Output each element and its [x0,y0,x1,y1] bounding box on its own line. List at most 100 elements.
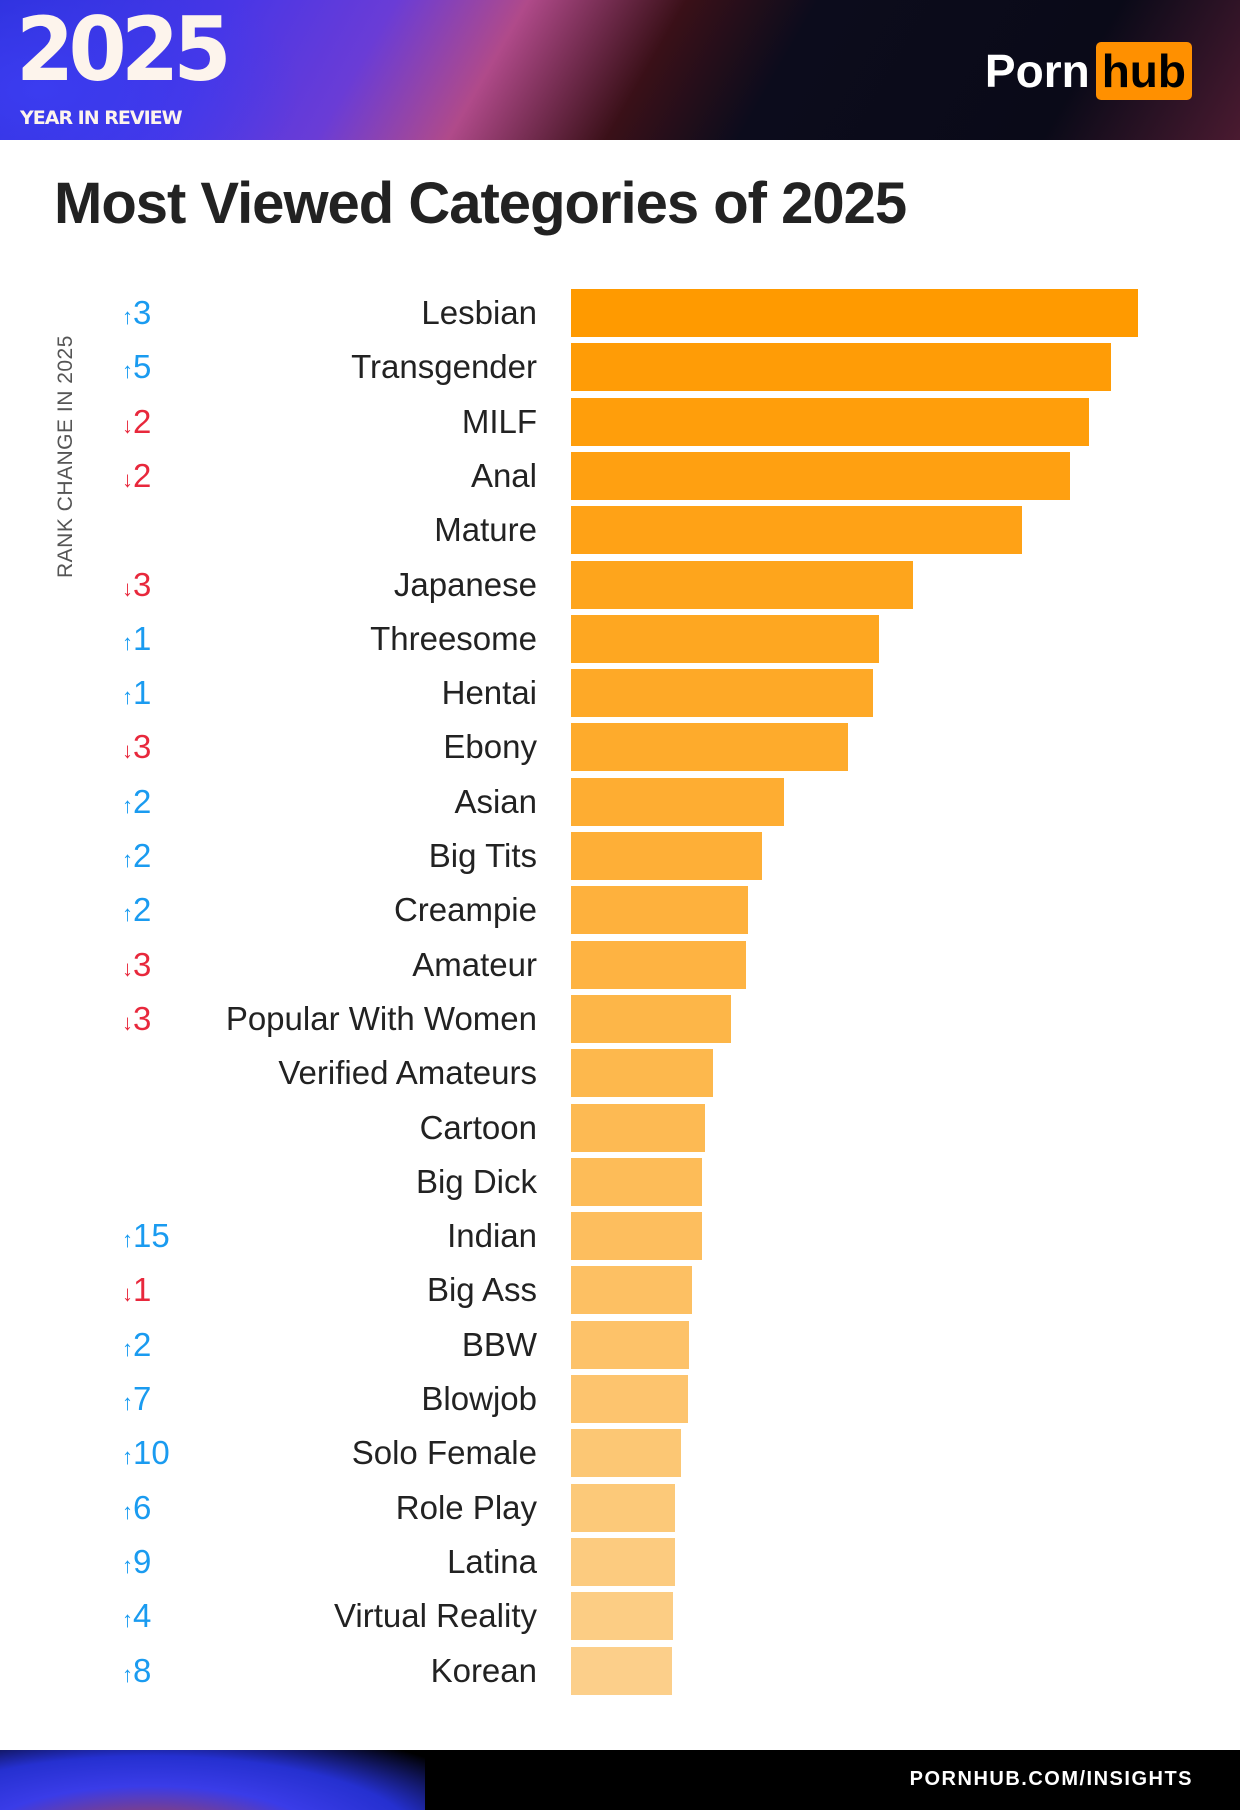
rank-change-value: 2 [133,456,152,494]
rank-change-value: 1 [133,1271,152,1309]
bar-row: Cartoon [0,1101,1240,1155]
bar-row: ↑5 Transgender [0,340,1240,394]
arrow-up-icon: ↑ [122,847,133,872]
bar [571,343,1112,392]
arrow-down-icon: ↓ [122,412,133,438]
rank-change-value: 1 [133,619,152,657]
arrow-up-icon: ↑ [122,358,133,384]
category-label: Blowjob [421,1380,537,1417]
bar [571,289,1138,337]
rank-change-up: ↑7 [122,1380,151,1422]
arrow-up-icon: ↑ [122,684,133,710]
bar [571,451,1070,500]
bar [571,1049,714,1098]
arrow-up-icon: ↑ [122,1607,133,1633]
rank-change-up: ↑10 [122,1434,170,1476]
bar-row: ↓1 Big Ass [0,1263,1240,1317]
category-label: Big Ass [426,1271,537,1309]
arrow-down-icon: ↓ [122,1009,133,1035]
rank-change-up: ↑2 [122,1326,151,1368]
category-label: Japanese [393,565,537,603]
rank-change-down: ↓3 [122,946,151,988]
rank-change-value: 2 [133,891,152,929]
category-label: Korean [430,1651,537,1689]
rank-change-value: 3 [133,999,152,1037]
rank-change-up: ↑4 [122,1597,151,1639]
bar-row: ↑2 Creampie [0,883,1240,937]
bar-row: ↓3 Ebony [0,720,1240,774]
arrow-up-icon: ↑ [122,1552,133,1578]
rank-change-up: ↑15 [122,1217,170,1259]
rank-change-up: ↑8 [122,1652,151,1694]
bar [571,560,914,609]
arrow-up-icon: ↑ [122,901,133,927]
bar-row: ↑2 BBW [0,1318,1240,1372]
category-label: Lesbian [421,294,537,331]
rank-change-value: 3 [133,294,152,331]
rank-change-down: ↓1 [122,1271,151,1313]
bar-row: ↓3 Amateur [0,938,1240,992]
rank-change-value: 2 [133,402,152,440]
category-label: Latina [447,1542,537,1580]
arrow-up-icon: ↑ [122,1498,133,1524]
bar-row: ↓3 Popular With Women [0,992,1240,1046]
rank-change-value: 15 [133,1217,170,1255]
rank-change-value: 2 [133,782,152,820]
arrow-down-icon: ↓ [122,738,133,764]
bar [571,832,763,880]
category-label: BBW [461,1325,537,1363]
category-label: Virtual Reality [334,1597,537,1635]
bar-row: ↑8 Korean [0,1644,1240,1698]
bar-row: ↑9 Latina [0,1535,1240,1589]
arrow-up-icon: ↑ [122,1227,133,1253]
category-label: Role Play [395,1488,537,1526]
category-label: Indian [447,1217,537,1255]
category-label: Ebony [443,728,537,766]
rank-change-value: 6 [133,1488,152,1526]
category-label: Mature [434,511,537,549]
category-label: MILF [461,402,537,440]
rank-change-value: 3 [133,945,152,983]
bar [571,1320,689,1369]
bar-row: ↑10 Solo Female [0,1426,1240,1480]
arrow-down-icon: ↓ [122,575,133,601]
rank-change-value: 7 [133,1380,152,1417]
rank-change-down: ↓2 [122,457,151,499]
bar [571,614,879,663]
rank-change-value: 9 [133,1542,152,1580]
rank-change-down: ↓2 [122,403,151,445]
rank-change-up: ↑1 [122,620,151,662]
bar [571,723,848,772]
bar-row: Big Dick [0,1155,1240,1209]
logo-text-left: Porn [984,45,1090,97]
header-banner: 2025 YEAR IN REVIEW Porn hub [0,0,1240,140]
bar [571,1537,676,1586]
bar [571,886,748,935]
rank-change-up: ↑2 [122,783,151,825]
logo-text-right: hub [1095,42,1192,100]
rank-change-value: 5 [133,348,152,386]
rank-change-value: 10 [133,1434,170,1472]
rank-change-value: 2 [133,1325,152,1363]
category-label: Asian [454,782,537,820]
rank-change-value: 1 [133,674,152,712]
rank-change-up: ↑1 [122,674,151,716]
insights-link[interactable]: PORNHUB.COM/INSIGHTS [909,1768,1193,1790]
rank-change-up: ↑3 [122,294,151,336]
chart-title: Most Viewed Categories of 2025 [54,171,907,236]
rank-change-down: ↓3 [122,1000,151,1042]
category-label: Amateur [412,945,537,983]
category-label: Solo Female [351,1434,537,1472]
bar [571,506,1023,555]
arrow-down-icon: ↓ [122,466,133,492]
bar [571,1103,706,1152]
year-logo: 2025 [16,0,232,101]
brand-logo[interactable]: Porn hub [985,42,1192,100]
bar [571,1212,702,1261]
bar-row: ↑6 Role Play [0,1481,1240,1535]
year-in-review-label: YEAR IN REVIEW [20,107,183,129]
footer-art [0,1750,425,1810]
rank-change-value: 8 [133,1651,152,1689]
bar [571,994,731,1043]
arrow-up-icon: ↑ [122,1444,133,1470]
